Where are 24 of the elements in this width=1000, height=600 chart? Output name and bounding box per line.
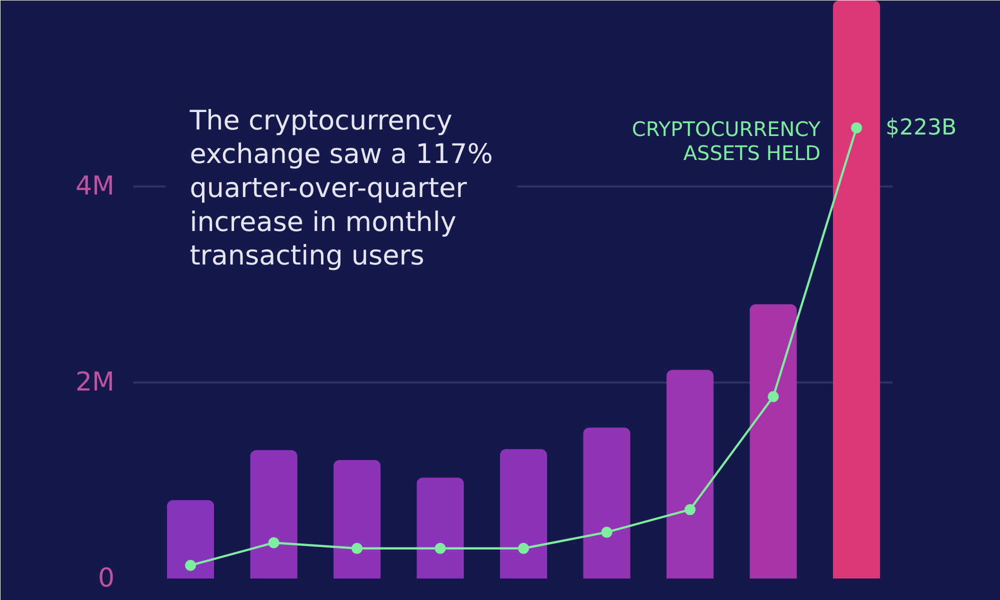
series-label: CRYPTOCURRENCY ASSETS HELD [632, 116, 822, 165]
point [518, 542, 530, 554]
point [185, 560, 196, 571]
y-tick-label: 2M [76, 368, 115, 398]
bar [250, 450, 298, 578]
point [601, 526, 612, 538]
bar [833, 0, 880, 578]
bar [500, 449, 548, 578]
y-tick-label: 0 [98, 564, 115, 594]
bar [750, 304, 797, 578]
point [851, 122, 862, 134]
bar [583, 428, 630, 578]
bar [167, 500, 214, 578]
point [434, 542, 446, 554]
y-tick-label: 4M [76, 172, 115, 202]
annotation: The cryptocurrency exchange saw a 117% quarter-over-quarter increase in monthly transacting users [188, 105, 493, 272]
bar [334, 460, 381, 578]
point [768, 391, 779, 402]
data-label: $223B [886, 115, 957, 140]
bar [416, 478, 464, 578]
point [684, 504, 696, 516]
point [268, 537, 280, 548]
bar [666, 370, 714, 578]
point [352, 542, 363, 554]
